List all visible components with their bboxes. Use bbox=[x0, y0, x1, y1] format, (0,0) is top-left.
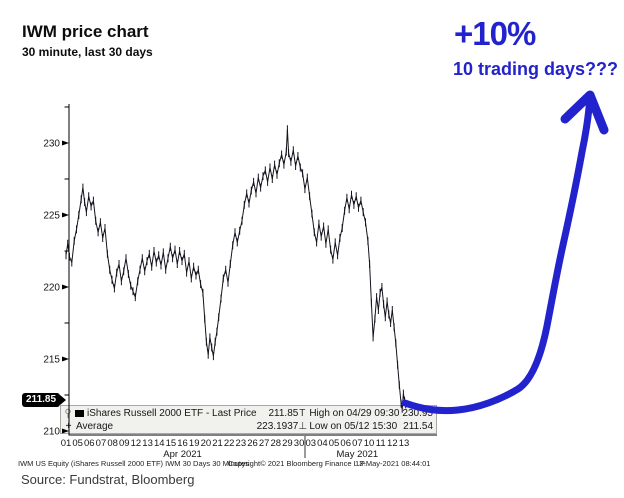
y-tick-label: 225 bbox=[43, 211, 60, 222]
x-tick-label: 16 bbox=[177, 438, 188, 449]
chart-axes bbox=[68, 104, 437, 436]
x-tick-label: 13 bbox=[399, 438, 410, 449]
x-tick-label: 03 bbox=[305, 438, 316, 449]
y-tick-marker bbox=[62, 284, 69, 290]
y-tick-label: 230 bbox=[43, 139, 60, 150]
legend-right-column: T High on 04/29 09:30 230.95 ⊥ Low on 05… bbox=[298, 407, 433, 433]
x-tick-label: 05 bbox=[72, 438, 83, 449]
series-swatch-icon bbox=[75, 409, 84, 417]
x-tick-label: 06 bbox=[84, 438, 95, 449]
x-tick-label: 09 bbox=[119, 438, 130, 449]
x-tick-label: 01 bbox=[61, 438, 72, 449]
page-subtitle: 30 minute, last 30 days bbox=[22, 45, 153, 59]
annotation-headline: +10% bbox=[454, 15, 536, 52]
x-tick-label: 22 bbox=[224, 438, 235, 449]
x-tick-label: 11 bbox=[376, 438, 386, 449]
price-series-line bbox=[65, 129, 407, 409]
pin-icon bbox=[65, 408, 71, 418]
price-series-bars bbox=[65, 125, 407, 413]
x-tick-label: 28 bbox=[271, 438, 282, 449]
page-title: IWM price chart bbox=[22, 22, 149, 41]
y-tick-label: 210 bbox=[43, 427, 60, 438]
last-price-tag-value: 211.85 bbox=[22, 393, 61, 407]
legend-average-value: 223.1937 bbox=[256, 420, 299, 432]
chart-legend: iShares Russell 2000 ETF - Last Price 21… bbox=[60, 405, 437, 434]
y-tick-label: 220 bbox=[43, 283, 60, 294]
y-tick-marker bbox=[62, 140, 69, 146]
legend-high-row: T High on 04/29 09:30 230.95 bbox=[298, 407, 433, 420]
last-price-tag-pointer-icon bbox=[60, 395, 67, 405]
legend-average-label: Average bbox=[76, 420, 114, 432]
legend-series-label: iShares Russell 2000 ETF - Last Price bbox=[87, 407, 257, 419]
y-tick-marker bbox=[62, 356, 69, 362]
legend-high-label: High on 04/29 09:30 bbox=[309, 407, 400, 419]
trend-arrow-shaft bbox=[401, 92, 594, 415]
y-tick-marker bbox=[62, 212, 69, 218]
x-tick-label: 15 bbox=[166, 438, 177, 449]
legend-low-value: 211.54 bbox=[403, 420, 433, 432]
x-tick-label: 04 bbox=[317, 438, 328, 449]
footer-datetime-text: 13-May-2021 08:44:01 bbox=[355, 459, 431, 468]
average-marker-icon: + bbox=[65, 420, 72, 432]
x-tick-label: 14 bbox=[154, 438, 165, 449]
x-tick-label: 08 bbox=[107, 438, 118, 449]
x-tick-label: 30 bbox=[294, 438, 305, 449]
legend-high-value: 230.95 bbox=[402, 407, 433, 419]
x-tick-label: 13 bbox=[142, 438, 153, 449]
trend-arrow-head-icon bbox=[560, 90, 609, 135]
x-tick-label: 12 bbox=[387, 438, 398, 449]
low-marker-icon: ⊥ bbox=[298, 420, 308, 432]
x-tick-label: 23 bbox=[236, 438, 247, 449]
x-tick-label: 06 bbox=[340, 438, 351, 449]
x-tick-label: 05 bbox=[329, 438, 340, 449]
last-price-tag: 211.85 bbox=[22, 393, 67, 407]
legend-low-row: ⊥ Low on 05/12 15:30 211.54 bbox=[298, 420, 433, 433]
x-tick-label: 10 bbox=[364, 438, 375, 449]
x-tick-label: 27 bbox=[259, 438, 270, 449]
y-tick-label: 215 bbox=[43, 355, 60, 366]
legend-average-row: + Average 223.1937 bbox=[64, 420, 299, 433]
legend-series-value: 211.85 bbox=[268, 407, 299, 419]
legend-left-column: iShares Russell 2000 ETF - Last Price 21… bbox=[64, 407, 298, 433]
x-tick-label: 07 bbox=[352, 438, 363, 449]
x-tick-label: 29 bbox=[282, 438, 293, 449]
x-tick-label: 20 bbox=[201, 438, 212, 449]
x-tick-label: 19 bbox=[189, 438, 200, 449]
high-marker-icon: T bbox=[299, 407, 306, 419]
annotation-subline: 10 trading days??? bbox=[453, 59, 619, 79]
legend-low-label: Low on 05/12 15:30 bbox=[309, 420, 398, 432]
x-tick-label: 07 bbox=[96, 438, 107, 449]
x-tick-label: 21 bbox=[212, 438, 223, 449]
source-line: Source: Fundstrat, Bloomberg bbox=[21, 472, 195, 487]
legend-series-row: iShares Russell 2000 ETF - Last Price 21… bbox=[64, 407, 298, 420]
footer-instrument-text: IWM US Equity (iShares Russell 2000 ETF)… bbox=[18, 459, 249, 468]
footer-copyright-text: Copyright© 2021 Bloomberg Finance L.P. bbox=[228, 459, 366, 468]
x-tick-label: 26 bbox=[247, 438, 258, 449]
x-tick-label: 12 bbox=[131, 438, 142, 449]
